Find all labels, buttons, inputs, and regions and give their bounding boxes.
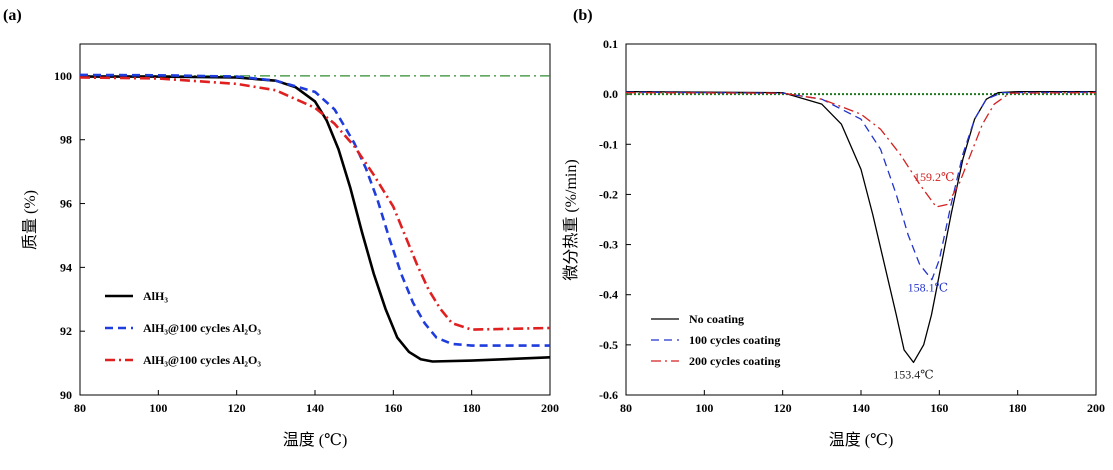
y-tick-label: -0.3	[599, 238, 618, 252]
y-tick-label: 96	[60, 197, 72, 211]
x-tick-label: 160	[384, 401, 402, 415]
panel-a-plot-frame	[79, 43, 551, 396]
y-tick-label: -0.1	[599, 137, 618, 151]
y-tick-label: 94	[60, 260, 72, 274]
y-tick-label: -0.6	[599, 388, 618, 402]
series-line-3	[79, 76, 551, 331]
x-tick-label: 100	[149, 401, 167, 415]
x-tick-label: 180	[1009, 401, 1027, 415]
y-tick-label: 90	[60, 388, 72, 402]
panel-a-legend: AlH₃ AlH₃@100 cycles Al₂O₃ AlH₃@100 cycles…	[105, 289, 261, 367]
panel-b-legend: No coating 100 cycles coating 200 cycles c…	[651, 312, 780, 368]
y-tick-label: 0.1	[603, 37, 618, 51]
legend-label-1: No coating	[689, 312, 744, 326]
panel-a-label: (a)	[3, 7, 22, 24]
peak-annotation-2: 158.1℃	[908, 281, 948, 295]
panel-b-y-axis-title: 微分热重 (%/min)	[562, 159, 580, 280]
series-line-2	[79, 73, 550, 347]
legend-label-2: AlH₃@100 cycles Al₂O₃	[143, 321, 261, 335]
panel-a: (a) 80 100 120 140 160 180 200 90 92 94 96 98 100 温度…	[3, 7, 559, 449]
series-line-1	[80, 75, 551, 363]
panel-b-series	[625, 90, 1097, 364]
panel-a-x-axis-title: 温度 (℃)	[283, 431, 348, 449]
legend-label-2: 100 cycles coating	[689, 333, 780, 347]
x-tick-label: 120	[228, 401, 246, 415]
x-tick-label: 120	[774, 401, 792, 415]
panel-a-y-axis-title: 质量 (%)	[21, 190, 39, 250]
panel-a-series	[79, 73, 551, 363]
x-tick-label: 80	[620, 401, 632, 415]
x-tick-label: 160	[930, 401, 948, 415]
y-tick-label: 98	[60, 133, 72, 147]
x-tick-label: 80	[74, 401, 86, 415]
x-tick-label: 100	[695, 401, 713, 415]
legend-label-3: 200 cycles coating	[689, 354, 780, 368]
panel-a-ticks: 80 100 120 140 160 180 200 90 92 94 96 98 100	[54, 69, 559, 415]
legend-label-3: AlH₃@100 cycles Al₂O₃	[143, 353, 261, 367]
y-tick-label: -0.5	[599, 338, 618, 352]
y-tick-label: 92	[60, 324, 72, 338]
x-tick-label: 140	[306, 401, 324, 415]
peak-annotation-3: 159.2℃	[914, 170, 954, 184]
legend-label-1: AlH₃	[143, 289, 168, 303]
panel-b-peak-annotations: 153.4℃ 158.1℃ 159.2℃	[893, 170, 954, 381]
y-tick-label: 100	[54, 69, 72, 83]
y-tick-label: -0.2	[599, 187, 618, 201]
x-tick-label: 180	[463, 401, 481, 415]
panel-b-x-axis-title: 温度 (℃)	[829, 431, 894, 449]
series-line-3	[625, 91, 1097, 208]
x-tick-label: 200	[541, 401, 559, 415]
y-tick-label: -0.4	[599, 288, 618, 302]
x-tick-label: 140	[852, 401, 870, 415]
panel-b-label: (b)	[573, 7, 593, 24]
peak-annotation-1: 153.4℃	[893, 367, 933, 381]
panel-b: (b) 80 100 120 140 160 180 200 -0.6 -0.5 -0.4 -0.3…	[562, 7, 1105, 449]
panel-b-ticks: 80 100 120 140 160 180 200 -0.6 -0.5 -0.4 -0.3 -0.2…	[599, 37, 1105, 415]
y-tick-label: 0.0	[603, 87, 618, 101]
x-tick-label: 200	[1087, 401, 1105, 415]
series-line-2	[625, 91, 1097, 281]
